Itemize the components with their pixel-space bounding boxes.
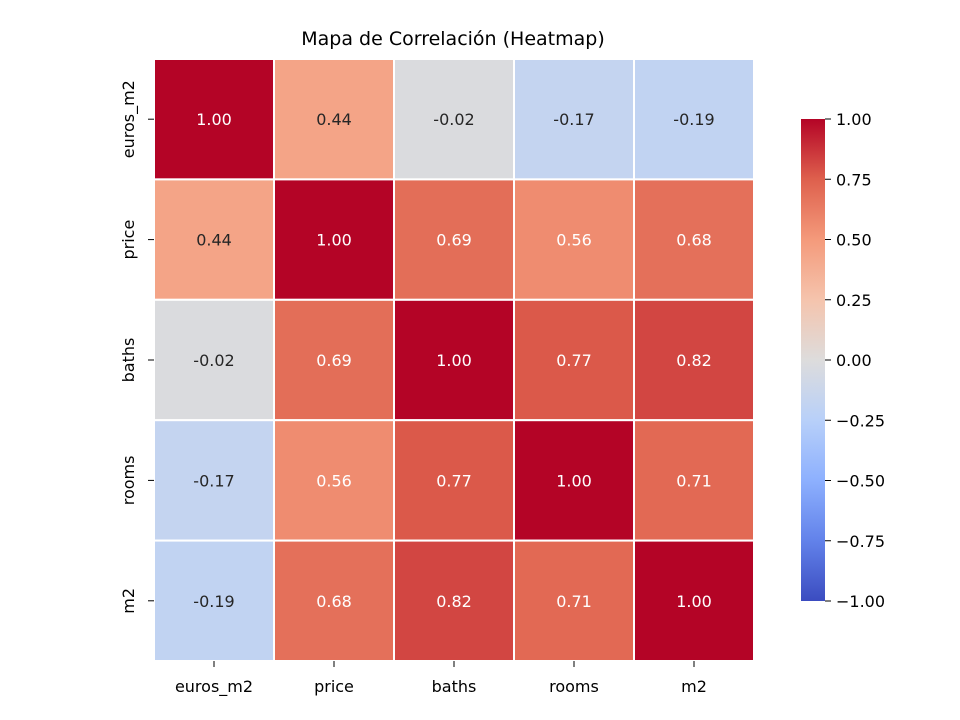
colorbar-gradient: [801, 119, 825, 601]
x-axis: euros_m2 price baths rooms m2: [175, 661, 707, 697]
y-tick-label: rooms: [119, 456, 138, 506]
cell-value-label: 0.69: [436, 231, 472, 250]
cell-value-label: 0.56: [556, 231, 592, 250]
heatmap-cell-price-baths: [393, 178, 515, 301]
colorbar-tick-label: 0.00: [836, 351, 872, 370]
x-tick-label: baths: [432, 677, 477, 696]
colorbar-tick-label: −0.50: [836, 472, 885, 491]
heatmap-cell-rooms-baths: [393, 419, 515, 542]
colorbar-tick-label: −1.00: [836, 592, 885, 611]
heatmap-cells: 1.00 0.44 -0.02 -0.17 -0.19 0.44 1.00 0.69 0.56 0…: [153, 58, 755, 662]
heatmap-cell-euros_m2-baths: [393, 58, 515, 181]
cell-value-label: 1.00: [676, 592, 712, 611]
cell-value-label: 0.82: [676, 351, 712, 370]
heatmap-cell-euros_m2-euros_m2: [153, 58, 275, 181]
y-tick-label: euros_m2: [119, 80, 139, 158]
heatmap-cell-m2-baths: [393, 539, 515, 662]
x-tick-label: price: [314, 677, 354, 696]
heatmap-cell-rooms-m2: [633, 419, 755, 542]
cell-value-label: 1.00: [556, 471, 592, 490]
cell-value-label: -0.17: [193, 471, 234, 490]
heatmap-cell-baths-price: [273, 298, 395, 422]
colorbar-tick-label: 0.50: [836, 231, 872, 250]
x-tick-label: rooms: [549, 677, 599, 696]
cell-value-label: 0.82: [436, 592, 472, 611]
cell-value-label: 1.00: [316, 231, 352, 250]
y-tick-label: m2: [119, 588, 138, 614]
cell-value-label: 0.69: [316, 351, 352, 370]
cell-value-label: 1.00: [436, 351, 472, 370]
cell-value-label: 0.77: [556, 351, 592, 370]
cell-value-label: 0.71: [676, 471, 712, 490]
cell-value-label: 0.68: [316, 592, 352, 611]
chart-title: Mapa de Correlación (Heatmap): [301, 28, 604, 50]
y-tick-label: price: [119, 220, 138, 260]
cell-value-label: -0.19: [193, 592, 234, 611]
heatmap-cell-euros_m2-price: [273, 58, 395, 181]
heatmap-cell-rooms-price: [273, 419, 395, 542]
cell-value-label: 0.71: [556, 592, 592, 611]
colorbar-tick-label: 0.25: [836, 291, 872, 310]
cell-value-label: 0.44: [196, 231, 232, 250]
y-tick-label: baths: [119, 338, 138, 383]
heatmap-cell-baths-rooms: [513, 298, 635, 422]
colorbar-tick-label: 1.00: [836, 110, 872, 129]
colorbar-tick-label: 0.75: [836, 170, 872, 189]
colorbar-tick-label: −0.25: [836, 411, 885, 430]
heatmap-cell-m2-price: [273, 539, 395, 662]
cell-value-label: 0.68: [676, 231, 712, 250]
cell-value-label: 0.56: [316, 471, 352, 490]
heatmap-cell-m2-m2: [633, 539, 755, 662]
cell-value-label: 1.00: [196, 110, 232, 129]
cell-value-label: -0.17: [553, 110, 594, 129]
x-tick-label: m2: [681, 677, 707, 696]
heatmap-cell-m2-euros_m2: [153, 539, 275, 662]
colorbar: 1.00 0.75 0.50 0.25 0.00 −0.25 −0.50 −0.75 −1.00: [801, 110, 885, 611]
x-tick-label: euros_m2: [175, 677, 253, 697]
heatmap-cell-rooms-rooms: [513, 419, 635, 542]
cell-value-label: -0.19: [673, 110, 714, 129]
colorbar-tick-label: −0.75: [836, 532, 885, 551]
heatmap-cell-price-m2: [633, 178, 755, 301]
cell-value-label: 0.44: [316, 110, 352, 129]
cell-value-label: -0.02: [433, 110, 474, 129]
cell-value-label: -0.02: [193, 351, 234, 370]
cell-value-label: 0.77: [436, 471, 472, 490]
